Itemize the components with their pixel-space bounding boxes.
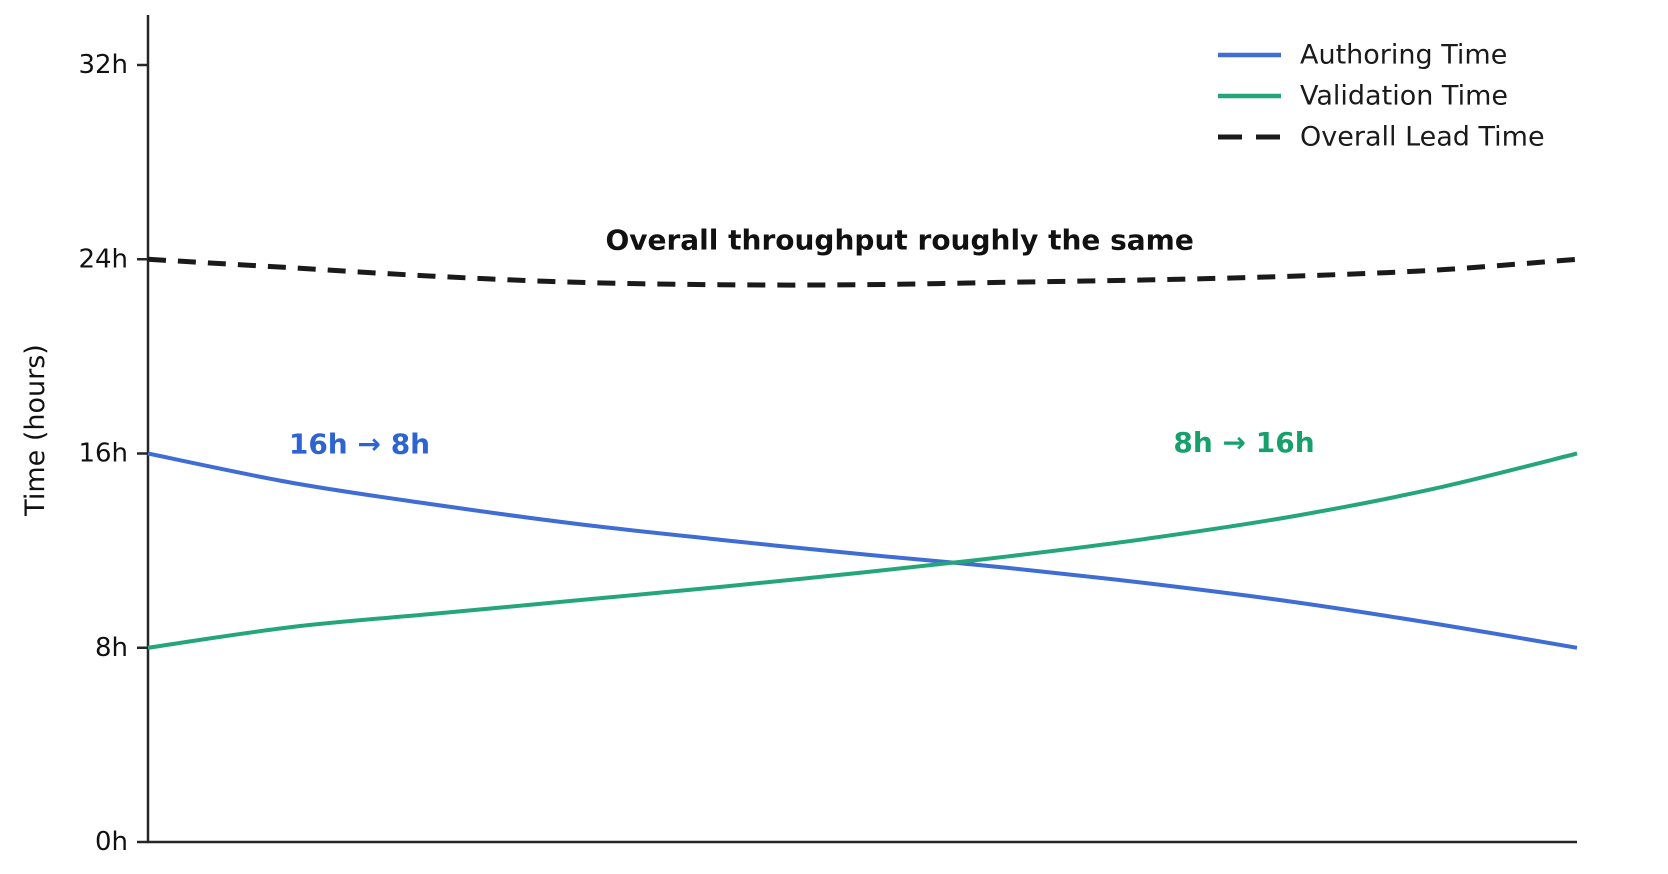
legend-label: Authoring Time xyxy=(1300,40,1507,71)
legend-item: Overall Lead Time xyxy=(1218,122,1545,153)
y-tick-label: 24h xyxy=(78,244,128,274)
y-axis-label: Time (hours) xyxy=(20,344,51,517)
y-tick-label: 32h xyxy=(78,50,128,80)
legend-label: Overall Lead Time xyxy=(1300,122,1545,153)
series-lines xyxy=(147,256,1578,650)
legend-item: Authoring Time xyxy=(1218,40,1507,71)
legend-item: Validation Time xyxy=(1218,81,1508,112)
legend-label: Validation Time xyxy=(1300,81,1508,112)
annotation-2: 8h → 16h xyxy=(1173,426,1314,459)
annotations: Overall throughput roughly the same 16h →… xyxy=(289,223,1315,460)
annotation-1: 16h → 8h xyxy=(289,427,430,460)
series-line-overall-lead-time xyxy=(147,256,1578,288)
y-tick-label: 8h xyxy=(95,633,128,663)
annotation-0: Overall throughput roughly the same xyxy=(605,223,1193,256)
legend: Authoring Time Validation Time Overall Lea… xyxy=(1218,40,1545,153)
y-ticks: 0h 8h 16h 24h 32h xyxy=(78,50,148,857)
series-line-validation-time xyxy=(147,451,1578,650)
series-line-authoring-time xyxy=(147,451,1578,650)
y-tick-label: 0h xyxy=(95,827,128,857)
y-tick-label: 16h xyxy=(78,439,128,469)
